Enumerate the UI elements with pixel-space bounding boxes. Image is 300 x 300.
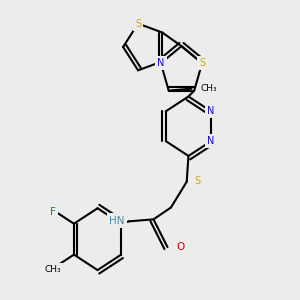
Text: S: S bbox=[194, 176, 200, 186]
Text: S: S bbox=[199, 58, 205, 68]
Text: CH₃: CH₃ bbox=[45, 265, 61, 274]
Text: CH₃: CH₃ bbox=[200, 84, 217, 93]
Text: F: F bbox=[50, 207, 56, 217]
Text: N: N bbox=[157, 58, 164, 68]
Text: O: O bbox=[176, 242, 184, 252]
Text: N: N bbox=[208, 136, 215, 146]
Text: HN: HN bbox=[109, 215, 125, 226]
Text: S: S bbox=[135, 19, 141, 28]
Text: N: N bbox=[208, 106, 215, 116]
